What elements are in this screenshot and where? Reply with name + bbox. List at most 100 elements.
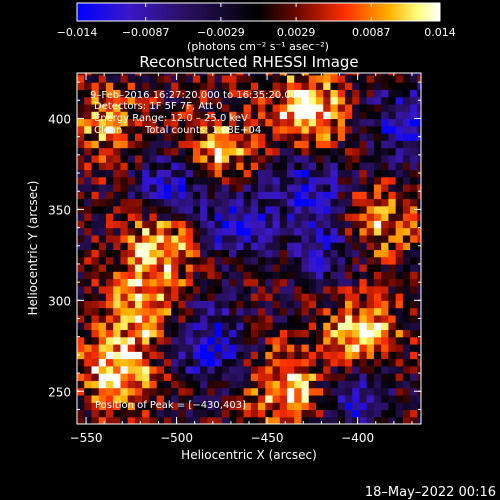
heatmap-cell xyxy=(323,249,332,258)
colorbar xyxy=(76,2,441,22)
heatmap-cell xyxy=(91,125,100,134)
heatmap-cell xyxy=(402,293,411,301)
heatmap-cell xyxy=(337,249,346,258)
heatmap-cell xyxy=(163,307,172,316)
heatmap-cell xyxy=(265,402,274,411)
heatmap-cell xyxy=(381,73,390,76)
heatmap-cell xyxy=(279,343,288,352)
heatmap-cell xyxy=(373,89,382,98)
heatmap-cell xyxy=(410,402,418,411)
colorbar-tick-label: −0.0087 xyxy=(122,26,170,39)
heatmap-cell xyxy=(236,96,245,105)
heatmap-cell xyxy=(113,140,122,149)
heatmap-cell xyxy=(287,125,295,134)
heatmap-cell xyxy=(265,169,274,178)
heatmap-cell xyxy=(315,402,324,411)
heatmap-cell xyxy=(359,343,368,352)
heatmap-cell xyxy=(323,394,332,403)
heatmap-cell xyxy=(279,96,288,105)
heatmap-cell xyxy=(258,205,266,214)
heatmap-cell xyxy=(84,118,93,127)
heatmap-cell xyxy=(388,220,397,229)
heatmap-cell xyxy=(163,198,172,207)
heatmap-cell xyxy=(207,191,216,200)
heatmap-cell xyxy=(258,343,266,352)
heatmap-cell xyxy=(171,205,179,214)
heatmap-cell xyxy=(171,300,179,309)
heatmap-cell xyxy=(192,118,201,127)
heatmap-cell xyxy=(127,176,136,185)
heatmap-cell xyxy=(243,73,252,76)
heatmap-cell xyxy=(308,169,317,178)
heatmap-cell xyxy=(77,227,85,236)
heatmap-cell xyxy=(142,111,151,120)
heatmap-cell xyxy=(410,82,418,90)
heatmap-cell xyxy=(91,343,100,352)
heatmap-cell xyxy=(330,89,339,98)
heatmap-cell xyxy=(381,307,390,316)
heatmap-cell xyxy=(243,351,252,360)
heatmap-cell xyxy=(359,103,368,112)
heatmap-cell xyxy=(98,220,107,229)
heatmap-cell xyxy=(192,89,201,98)
heatmap-cell xyxy=(323,293,332,301)
heatmap-cell xyxy=(250,285,259,294)
heatmap-cell xyxy=(410,278,418,287)
heatmap-cell xyxy=(308,162,317,170)
heatmap-cell xyxy=(229,416,237,424)
heatmap-cell xyxy=(410,213,418,221)
heatmap-cell xyxy=(149,118,158,127)
heatmap-cell xyxy=(388,111,397,120)
heatmap-cell xyxy=(265,183,274,192)
heatmap-cell xyxy=(315,300,324,309)
heatmap-cell xyxy=(265,198,274,207)
heatmap-cell xyxy=(214,300,223,309)
heatmap-cell xyxy=(149,220,158,229)
heatmap-cell xyxy=(207,351,216,360)
heatmap-cell xyxy=(200,249,208,258)
heatmap-cell xyxy=(308,256,317,265)
heatmap-cell xyxy=(134,358,143,367)
heatmap-cell xyxy=(294,373,303,381)
heatmap-cell xyxy=(77,307,85,316)
heatmap-cell xyxy=(352,234,361,243)
heatmap-cell xyxy=(192,82,201,90)
heatmap-cell xyxy=(156,89,165,98)
heatmap-cell xyxy=(142,74,151,83)
heatmap-cell xyxy=(315,133,324,141)
heatmap-cell xyxy=(207,147,216,156)
heatmap-cell xyxy=(417,183,421,192)
heatmap-cell xyxy=(344,300,353,309)
heatmap-cell xyxy=(105,285,114,294)
heatmap-cell xyxy=(91,271,100,280)
heatmap-cell xyxy=(156,278,165,287)
heatmap-cell xyxy=(185,176,194,185)
heatmap-cell xyxy=(366,387,375,396)
heatmap-cell xyxy=(315,74,324,83)
heatmap-cell xyxy=(120,249,129,258)
heatmap-cell xyxy=(178,73,187,76)
heatmap-cell xyxy=(200,125,208,134)
heatmap-cell xyxy=(243,147,252,156)
heatmap-cell xyxy=(221,133,230,141)
heatmap-cell xyxy=(395,242,404,250)
heatmap-cell xyxy=(410,256,418,265)
heatmap-cell xyxy=(207,198,216,207)
heatmap-cell xyxy=(402,336,411,345)
heatmap-cell xyxy=(272,402,281,411)
heatmap-cell xyxy=(265,125,274,134)
heatmap-cell xyxy=(294,118,303,127)
heatmap-cell xyxy=(344,133,353,141)
heatmap-cell xyxy=(214,198,223,207)
heatmap-cell xyxy=(243,343,252,352)
heatmap-cell xyxy=(373,402,382,411)
heatmap-cell xyxy=(171,409,179,418)
heatmap-cell xyxy=(142,234,151,243)
heatmap-cell xyxy=(142,300,151,309)
heatmap-cell xyxy=(410,271,418,280)
heatmap-cell xyxy=(113,125,122,134)
heatmap-cell xyxy=(359,191,368,200)
heatmap-cell xyxy=(163,234,172,243)
heatmap-cell xyxy=(330,234,339,243)
